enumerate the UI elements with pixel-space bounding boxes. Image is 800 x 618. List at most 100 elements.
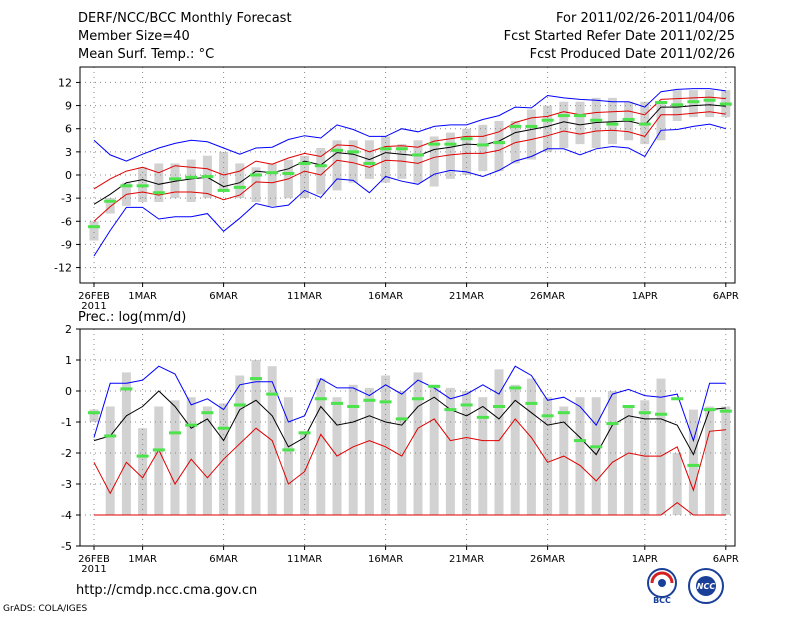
temp-ensemble-box	[348, 140, 358, 183]
prec-x-tick-label: 16MAR	[368, 554, 403, 565]
temp-y-tick-label: 12	[58, 76, 72, 89]
prec-ensemble-box	[413, 372, 423, 515]
prec-y-tick-label: -1	[61, 416, 72, 429]
prec-ensemble-box	[105, 406, 115, 515]
temp-ensemble-box	[413, 140, 423, 183]
temp-ensemble-box	[251, 167, 261, 202]
chart-title: DERF/NCC/BCC Monthly Forecast	[78, 11, 292, 26]
prec-ensemble-box	[575, 397, 585, 515]
prec-ensemble-box	[624, 406, 634, 515]
temp-ensemble-box	[332, 140, 342, 191]
temp-ensemble-box	[526, 109, 536, 160]
prec-ensemble-box	[526, 378, 536, 515]
prec-ensemble-box	[283, 397, 293, 515]
temp-x-tick-label: 26MAR	[530, 291, 565, 302]
temp-x-tick-label: 21MAR	[449, 291, 484, 302]
started-date: Fcst Started Refer Date 2011/02/25	[503, 29, 735, 44]
prec-ensemble-box	[316, 378, 326, 515]
temp-control-marker	[298, 161, 311, 165]
prec-x-tick-label: 6MAR	[209, 554, 238, 565]
temp-ensemble-box	[705, 90, 715, 118]
prec-control-marker	[266, 392, 279, 396]
ncc-logo: NCC	[688, 568, 724, 604]
temp-ensemble-box	[494, 121, 504, 172]
prec-control-marker	[331, 401, 343, 405]
temp-x-tick-label: 1APR	[632, 291, 658, 302]
temp-ensemble-box	[186, 159, 196, 202]
temp-ensemble-box	[543, 105, 553, 152]
prec-control-marker	[347, 405, 360, 408]
temp-y-tick-label: -3	[61, 192, 72, 205]
prec-control-marker	[282, 448, 295, 452]
temp-control-marker	[331, 148, 343, 152]
temp-control-marker	[557, 114, 570, 118]
temp-control-marker	[266, 171, 279, 175]
temp-control-marker	[493, 141, 505, 145]
temp-control-marker	[719, 102, 732, 106]
temp-control-marker	[541, 118, 554, 122]
bcc-logo: BCC	[647, 568, 677, 605]
temp-control-marker	[460, 137, 473, 141]
prec-control-marker	[671, 397, 684, 401]
prec-control-marker	[460, 403, 473, 407]
prec-control-marker	[509, 386, 522, 390]
temp-control-marker	[136, 184, 149, 188]
prec-x-tick-label: 11MAR	[287, 554, 322, 565]
prec-y-tick-label: -3	[61, 478, 72, 491]
temp-control-marker	[703, 98, 716, 102]
prec-y-tick-label: -4	[61, 509, 72, 522]
prec-control-marker	[638, 411, 651, 415]
precip-label: Prec.: log(mm/d)	[78, 310, 187, 325]
temp-control-marker	[347, 150, 360, 154]
source-url[interactable]: http://cmdp.ncc.cma.gov.cn	[76, 583, 258, 598]
temp-control-marker	[574, 114, 586, 118]
temp-control-marker	[363, 161, 376, 165]
temp-control-marker	[476, 143, 489, 147]
prec-control-marker	[201, 411, 214, 415]
temp-control-marker	[606, 122, 619, 126]
prec-control-marker	[250, 377, 262, 381]
prec-control-marker	[233, 403, 246, 407]
prec-ensemble-box	[348, 384, 358, 515]
temp-ensemble-box	[688, 90, 698, 118]
prec-control-marker	[169, 431, 181, 435]
prec-frame	[79, 328, 736, 547]
temp-control-marker	[671, 103, 684, 107]
prec-control-marker	[444, 408, 457, 412]
prec-y-tick-label: -2	[61, 447, 72, 460]
prec-ensemble-box	[170, 400, 180, 515]
temp-control-marker	[104, 199, 117, 203]
temp-x-tick-label: 6MAR	[209, 291, 238, 302]
member-size: Member Size=40	[78, 29, 190, 44]
temp-y-tick-label: 0	[65, 169, 72, 182]
forecast-period: For 2011/02/26-2011/04/06	[556, 11, 735, 26]
prec-control-marker	[314, 397, 327, 401]
prec-ensemble-box	[688, 409, 698, 515]
temp-ensemble-box	[300, 155, 310, 199]
temp-blue-lower-line	[93, 123, 726, 257]
prec-ensemble-box	[300, 431, 310, 515]
temp-y-tick-label: 9	[65, 100, 72, 113]
prec-ensemble-box	[494, 369, 504, 515]
temp-ensemble-mean-line	[93, 104, 726, 205]
temp-control-marker	[282, 171, 295, 175]
temp-x-tick-label: 1MAR	[128, 291, 157, 302]
prec-ensemble-box	[154, 406, 164, 515]
prec-red-lower-line	[94, 501, 726, 516]
temp-control-marker	[638, 122, 651, 126]
prec-ensemble-box	[640, 400, 650, 515]
temp-x-tick-label: 2011	[81, 301, 106, 312]
temp-ensemble-box	[575, 101, 585, 145]
prec-control-marker	[104, 434, 117, 438]
bcc-logo-text: BCC	[653, 596, 671, 605]
prec-control-marker	[525, 401, 538, 405]
temp-control-marker	[428, 142, 441, 146]
temp-control-marker	[233, 185, 246, 189]
temp-y-tick-label: 3	[65, 146, 72, 159]
prec-ensemble-box	[121, 372, 131, 515]
temp-x-tick-label: 11MAR	[287, 291, 322, 302]
prec-ensemble-box	[721, 406, 731, 515]
temp-ensemble-box	[235, 163, 245, 199]
prec-red-upper-line	[93, 418, 726, 495]
temp-ensemble-box	[656, 101, 666, 141]
